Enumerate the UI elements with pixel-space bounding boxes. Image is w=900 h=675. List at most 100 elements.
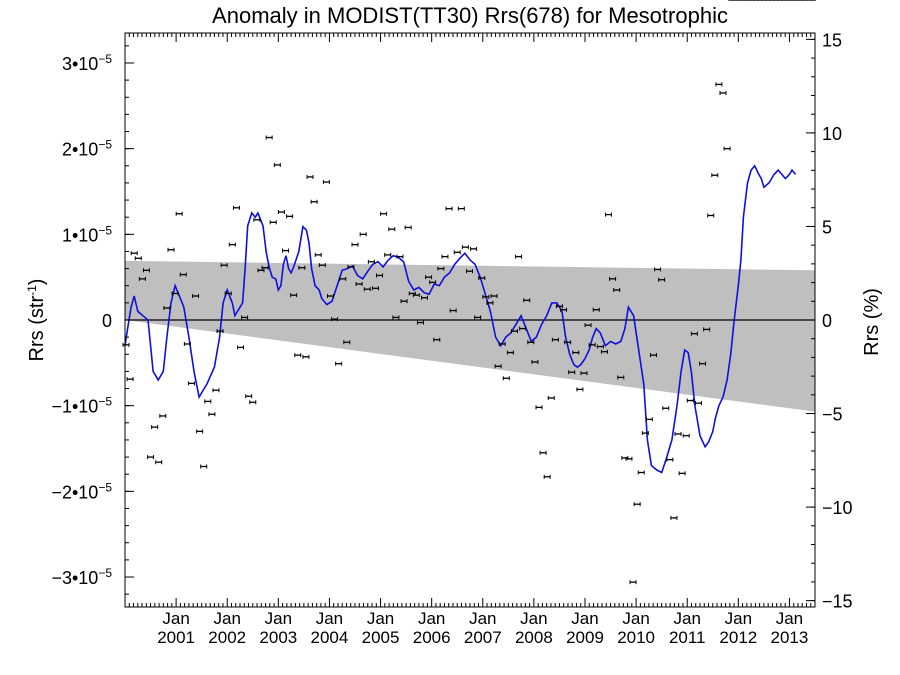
monthly-point [249,400,257,405]
left-tick-exponent: −5 [98,480,112,494]
left-tick-mantissa: 0 [102,311,112,331]
right-tick-label: 10 [822,124,842,144]
monthly-point [200,464,208,469]
monthly-point [371,286,379,291]
monthly-point [343,340,351,345]
y-axis-label-right: Rrs (%) [861,288,883,356]
monthly-point [703,327,711,332]
left-tick-exponent: −5 [98,138,112,152]
chart-title: Anomaly in MODIST(TT30) Rrs(678) for Mes… [212,3,728,28]
monthly-point [699,361,707,366]
left-tick-exponent: −5 [98,223,112,237]
monthly-point [478,276,486,281]
monthly-point [584,323,592,328]
x-tick-label-month: Jan [776,609,803,628]
monthly-point [355,282,363,287]
monthly-point [690,331,698,336]
monthly-point [183,341,191,346]
monthly-point [519,326,527,331]
monthly-point [662,406,670,411]
monthly-point [637,470,645,475]
monthly-point [359,232,367,237]
monthly-point [588,342,596,347]
monthly-point [208,412,216,417]
x-tick-label-year: 2004 [311,628,349,647]
monthly-point [400,299,408,304]
monthly-point [551,337,559,342]
monthly-point [502,376,510,381]
monthly-point [515,254,523,259]
monthly-point [674,431,682,436]
monthly-point [257,268,265,273]
monthly-point [335,361,343,366]
monthly-point [421,295,429,300]
monthly-point [654,267,662,272]
monthly-point [707,213,715,218]
monthly-point [339,276,347,281]
monthly-point [723,146,731,151]
monthly-point [445,206,453,211]
x-tick-label-year: 2008 [515,628,553,647]
monthly-point [596,344,604,349]
monthly-point [649,353,657,358]
monthly-point [498,341,506,346]
monthly-point [286,214,294,219]
monthly-point [228,242,236,247]
x-tick-label-year: 2010 [617,628,655,647]
right-tick-label: 15 [822,30,842,50]
monthly-point [633,502,641,507]
monthly-point [318,263,326,268]
monthly-point [645,417,653,422]
monthly-point [134,256,142,261]
monthly-point [322,180,330,185]
monthly-point [461,245,469,250]
monthly-point [560,307,568,312]
monthly-point [465,269,473,274]
x-tick-label-month: Jan [162,609,189,628]
monthly-point [572,350,580,355]
monthly-point [331,317,339,322]
monthly-point [310,199,318,204]
monthly-point [306,174,314,179]
monthly-point [392,315,400,320]
monthly-point [171,291,179,296]
monthly-point [302,354,310,359]
monthly-point [212,388,220,393]
x-tick-label-month: Jan [469,609,496,628]
monthly-point [396,254,404,259]
monthly-point [543,474,551,479]
monthly-point [629,580,637,585]
monthly-point [580,371,588,376]
left-tick-mantissa: 1•10 [62,225,98,245]
monthly-point [711,173,719,178]
monthly-point [404,225,412,230]
x-tick-label-month: Jan [674,609,701,628]
monthly-point [494,364,502,369]
monthly-point [265,135,273,140]
monthly-point [192,294,200,299]
monthly-point [666,457,674,462]
monthly-point [147,455,155,460]
monthly-point [490,294,498,299]
monthly-point [719,90,727,95]
monthly-point [138,276,146,281]
monthly-point [253,217,261,222]
left-tick-label: 0 [102,311,112,331]
x-tick-label-year: 2002 [208,628,246,647]
left-tick-exponent: −5 [98,566,112,580]
monthly-point [237,345,245,350]
monthly-point [159,413,167,418]
monthly-point [351,242,359,247]
monthly-point [613,288,621,293]
monthly-point [682,433,690,438]
monthly-point [539,450,547,455]
uncertainty-band [125,260,815,412]
right-tick-label: 0 [822,311,832,331]
monthly-point [576,387,584,392]
monthly-point [179,272,187,277]
x-tick-label-month: Jan [725,609,752,628]
x-tick-label-year: 2011 [669,628,706,647]
monthly-point [294,353,302,358]
monthly-point [277,210,285,215]
monthly-point [678,471,686,476]
